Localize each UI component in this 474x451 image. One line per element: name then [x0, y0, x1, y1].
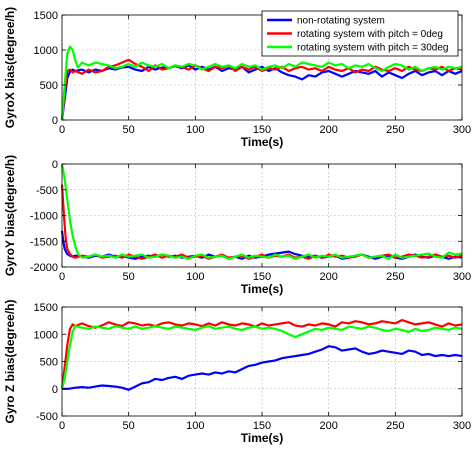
y-tick-label: 1500	[34, 302, 58, 314]
y-tick-label: -2000	[30, 262, 58, 274]
x-tick-label: 150	[253, 124, 271, 136]
x-tick-label: 0	[59, 420, 65, 432]
y-tick-label: 1500	[34, 10, 58, 22]
x-tick-label: 250	[386, 271, 404, 283]
legend-entry: rotating system with pitch = 30deg	[297, 43, 448, 54]
chart-panel-2: 0 50 100 150 200 250 300 -2000 -1500 -1000 -500 0 Ti…	[3, 155, 471, 296]
series-line-1	[62, 345, 463, 391]
x-tick-label: 150	[253, 271, 271, 283]
x-tick-label: 50	[123, 420, 135, 432]
y-tick-label: -500	[36, 411, 58, 423]
series-line-3	[60, 45, 463, 121]
chart-panel-1: 0 50 100 150 200 250 300 0 500 1000 1500 Time(s) Gyr…	[3, 7, 471, 149]
x-tick-label: 150	[253, 420, 271, 432]
y-tick-label: 1000	[34, 329, 58, 341]
y-tick-label: -500	[36, 185, 58, 197]
y-tick-label: 500	[40, 357, 58, 369]
legend-entry: non-rotating system	[297, 16, 385, 27]
y-tick-label: 0	[52, 384, 58, 396]
x-tick-label: 100	[186, 124, 204, 136]
y-tick-label: 500	[40, 80, 58, 92]
chart-panel-3: 0 50 100 150 200 250 300-500050010001500Time(s…	[3, 299, 471, 445]
x-tick-label: 300	[453, 420, 471, 432]
x-tick-label: 250	[386, 124, 404, 136]
y-tick-label: 1000	[34, 45, 58, 57]
x-tick-label: 0	[59, 124, 65, 136]
legend: non-rotating system rotating system with …	[261, 10, 459, 57]
x-tick-label: 200	[319, 271, 337, 283]
series-line-1	[60, 64, 463, 121]
x-tick-label: 300	[453, 271, 471, 283]
y-tick-label: -1000	[30, 211, 58, 223]
x-tick-label: 200	[319, 124, 337, 136]
y-tick-label: 0	[52, 115, 58, 127]
legend-box	[261, 10, 459, 57]
x-tick-label: 300	[453, 124, 471, 136]
y-tick-label: -1500	[30, 236, 58, 248]
x-tick-label: 50	[123, 124, 135, 136]
x-tick-label: 200	[319, 420, 337, 432]
x-tick-label: 100	[186, 271, 204, 283]
y-tick-label: 0	[52, 159, 58, 171]
x-axis-label: Time(s)	[241, 135, 283, 149]
legend-entry: rotating system with pitch = 0deg	[297, 29, 443, 40]
x-tick-label: 0	[59, 271, 65, 283]
series-line-3	[60, 163, 463, 260]
x-axis-label: Time(s)	[241, 431, 283, 445]
x-tick-label: 250	[386, 420, 404, 432]
y-axis-label: Gyro Z bias(degree/h)	[3, 299, 17, 423]
y-axis-label: GyroY bias(degree/h)	[3, 155, 17, 276]
y-axis-label: GyroX bias(degree/h)	[3, 7, 17, 128]
x-tick-label: 50	[123, 271, 135, 283]
x-axis-label: Time(s)	[241, 282, 283, 296]
series-line-3	[60, 325, 463, 390]
series-line-2	[60, 319, 463, 389]
x-tick-label: 100	[186, 420, 204, 432]
